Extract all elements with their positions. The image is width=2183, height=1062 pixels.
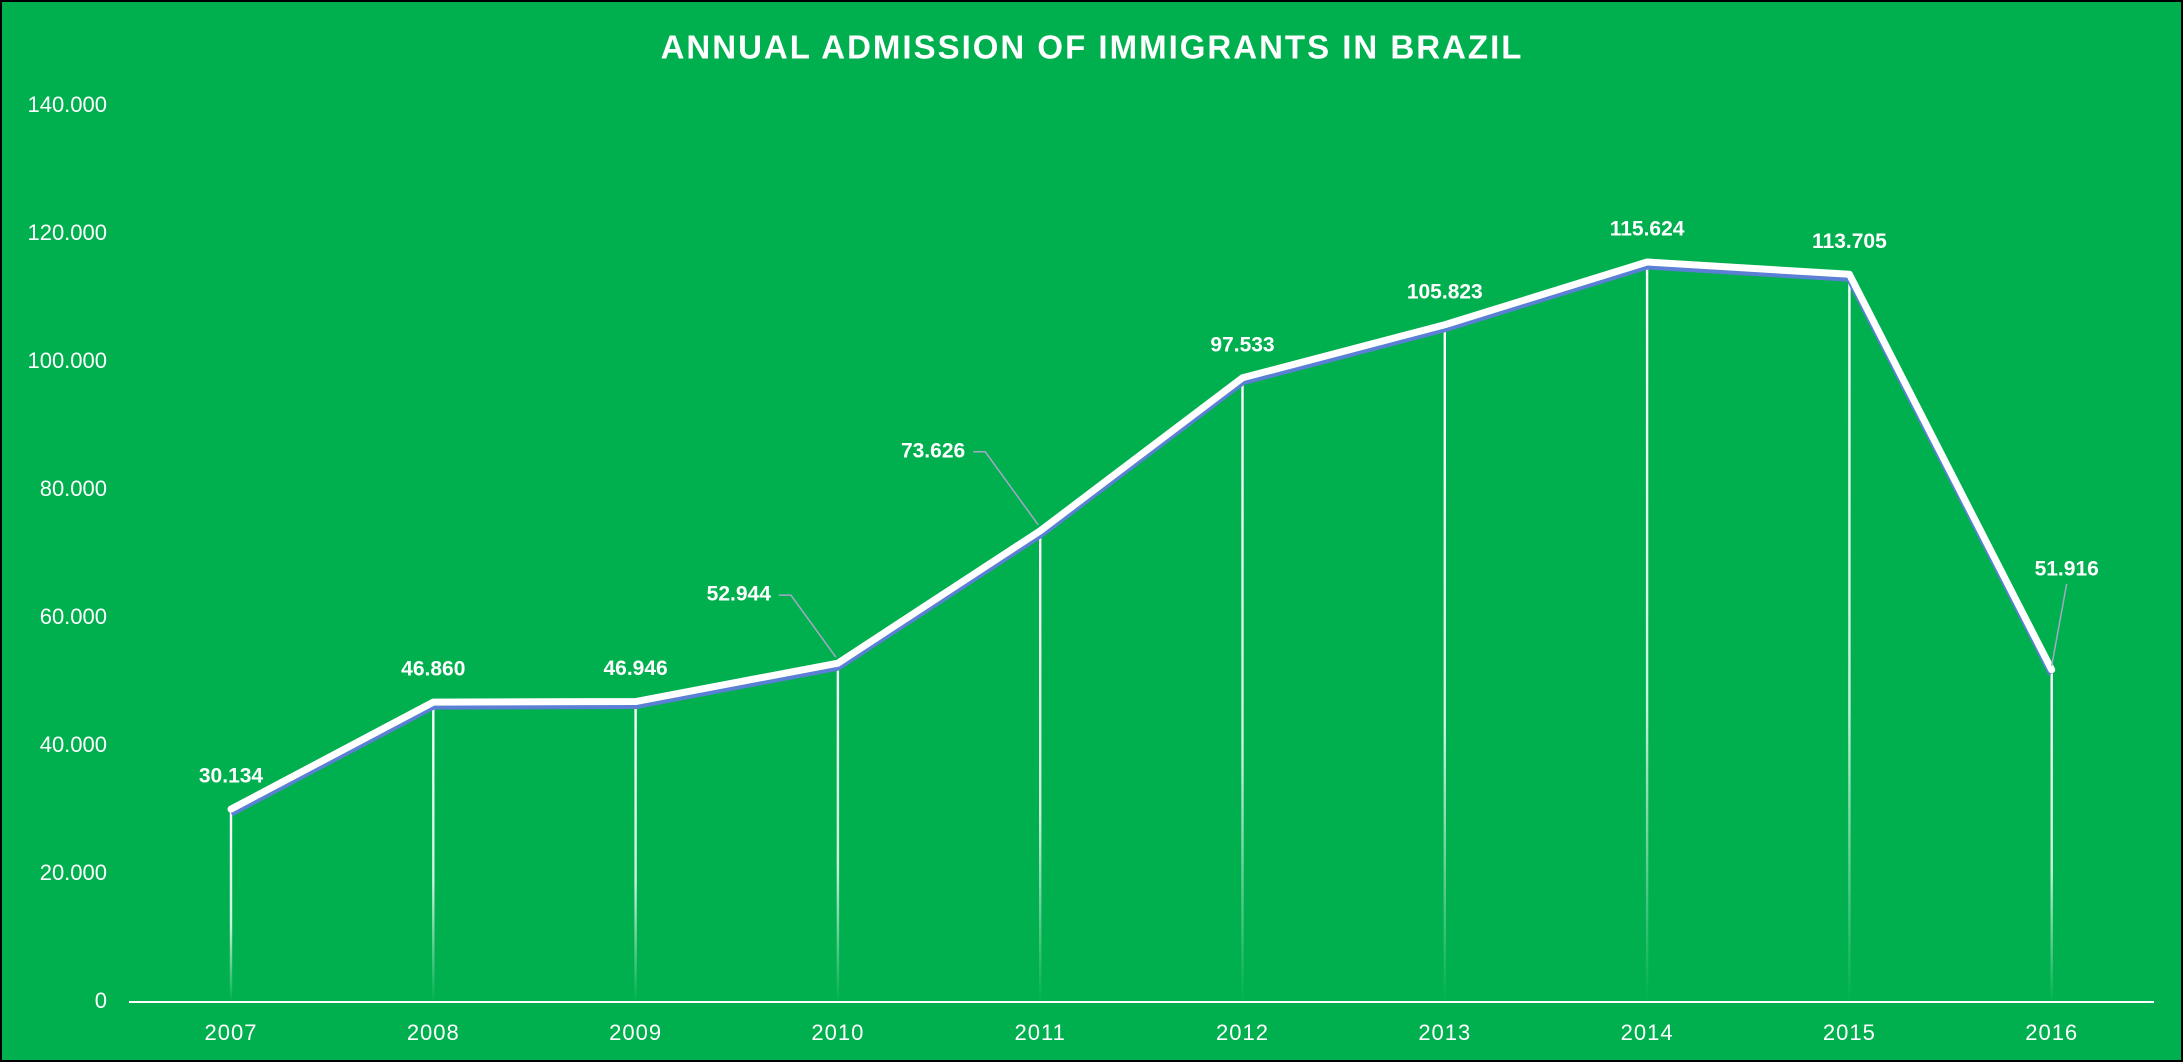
data-label: 46.946 [603,657,667,680]
data-label: 51.916 [2035,557,2099,580]
x-tick-label: 2009 [609,1020,662,1045]
data-label: 52.944 [707,583,772,606]
drop-line [1848,274,1851,1003]
drop-line [634,701,637,1002]
x-tick-label: 2007 [205,1020,258,1045]
x-tick-label: 2016 [2025,1020,2078,1045]
x-tick-label: 2011 [1015,1020,1066,1045]
drop-line [1645,262,1649,1002]
data-label: 97.533 [1210,333,1274,356]
drop-line [2050,669,2053,1002]
data-label: 113.705 [1812,230,1887,253]
leader-line [778,594,837,658]
leader-line [973,451,1039,526]
y-tick-label: 60.000 [40,604,107,629]
y-tick-label: 100.000 [27,348,107,373]
y-tick-label: 40.000 [40,732,107,757]
y-tick-label: 20.000 [40,860,107,885]
leader-line [2050,583,2068,666]
chart-title: ANNUAL ADMISSION OF IMMIGRANTS IN BRAZIL [661,29,1524,66]
x-tick-label: 2014 [1621,1020,1674,1045]
drop-line [229,809,233,1002]
data-label: 30.134 [199,765,264,788]
x-tick-label: 2013 [1418,1020,1471,1045]
data-label: 46.860 [401,658,465,681]
drop-line [1039,530,1042,1002]
x-tick-label: 2008 [407,1020,460,1045]
line [227,258,2056,813]
drop-line [1443,324,1446,1002]
x-tick-label: 2015 [1823,1020,1876,1045]
x-tick-label: 2010 [811,1020,864,1045]
y-tick-label: 120.000 [27,220,107,245]
drop-line [432,702,435,1002]
data-label: 73.626 [901,439,965,462]
data-label: 105.823 [1407,280,1483,303]
drop-line [836,663,840,1002]
data-label: 115.624 [1610,218,1685,241]
y-tick-label: 80.000 [40,476,107,501]
x-tick-label: 2012 [1216,1020,1269,1045]
y-tick-label: 0 [95,988,107,1013]
drop-line [1241,377,1244,1002]
y-tick-label: 140.000 [27,92,107,117]
